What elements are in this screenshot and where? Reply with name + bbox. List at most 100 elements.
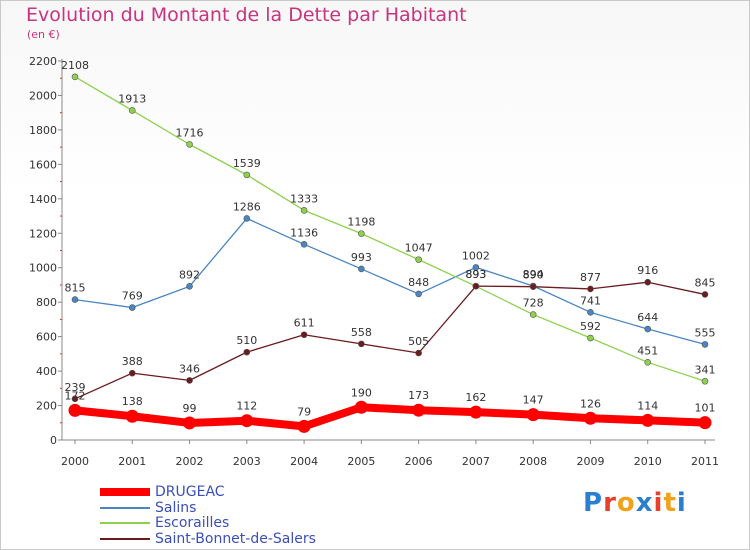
data-point <box>641 413 655 427</box>
legend-swatch <box>100 506 150 509</box>
x-tick-label: 2005 <box>347 455 375 468</box>
data-label: 346 <box>179 362 200 375</box>
y-tick-label: 1600 <box>29 158 57 171</box>
y-tick-label: 800 <box>36 296 57 309</box>
data-point <box>71 73 79 81</box>
x-tick-label: 2007 <box>462 455 490 468</box>
data-label: 993 <box>351 251 372 264</box>
chart-subtitle: (en €) <box>27 28 60 41</box>
data-label: 1286 <box>233 200 261 213</box>
data-label: 728 <box>523 297 544 310</box>
y-tick-label: 1000 <box>29 262 57 275</box>
series-line-drugeac <box>71 403 709 431</box>
logo-letter: i <box>676 488 687 518</box>
data-point <box>358 230 365 237</box>
data-point <box>529 311 537 318</box>
data-point <box>71 296 79 303</box>
data-label: 815 <box>65 282 86 295</box>
data-point <box>128 107 136 114</box>
data-label: 1539 <box>233 157 261 170</box>
data-label: 916 <box>637 264 658 277</box>
data-point <box>186 141 193 148</box>
data-label: 114 <box>637 399 658 412</box>
data-label: 79 <box>297 405 311 418</box>
data-label: 112 <box>236 400 257 413</box>
data-point <box>300 240 308 248</box>
data-label: 451 <box>637 344 658 357</box>
data-label: 341 <box>695 363 716 376</box>
data-point <box>354 400 368 414</box>
data-point <box>701 291 709 298</box>
data-point <box>469 405 483 419</box>
x-tick-label: 2000 <box>61 455 89 468</box>
data-label: 505 <box>408 335 429 348</box>
data-label: 741 <box>580 294 601 307</box>
x-tick-label: 2003 <box>233 455 261 468</box>
data-point <box>472 282 480 290</box>
data-label: 1198 <box>347 216 375 229</box>
data-point <box>243 215 251 222</box>
data-label: 893 <box>465 268 486 281</box>
data-point <box>472 264 480 271</box>
legend-swatch <box>100 488 150 496</box>
data-label: 1136 <box>290 226 318 239</box>
data-label: 769 <box>122 290 143 303</box>
y-tick-label: 1200 <box>29 227 57 240</box>
data-point <box>587 285 594 293</box>
logo-letter: r <box>603 488 617 518</box>
x-tick-label: 2009 <box>576 455 604 468</box>
data-point <box>358 265 365 273</box>
data-label: 99 <box>183 402 197 415</box>
data-point <box>128 369 136 377</box>
data-point <box>701 341 709 348</box>
x-tick-label: 2004 <box>290 455 318 468</box>
series-line-escorailles <box>74 76 706 382</box>
x-tick-label: 2008 <box>519 455 547 468</box>
series-line-salins <box>74 217 706 346</box>
proxiti-logo: Proxiti <box>583 488 687 518</box>
data-label: 190 <box>351 386 372 399</box>
data-point <box>183 416 197 430</box>
y-tick-label: 1400 <box>29 193 57 206</box>
data-point <box>243 171 251 179</box>
logo-letter: o <box>616 488 636 518</box>
data-label: 892 <box>179 268 200 281</box>
x-tick-label: 2010 <box>634 455 662 468</box>
legend-label: Salins <box>155 499 197 516</box>
data-point <box>125 409 139 423</box>
data-label: 510 <box>236 334 257 347</box>
data-label: 172 <box>65 389 86 402</box>
line-chart: 0 200 400 600 800 1000 1200 1400 1600 1800 2000 220… <box>29 55 719 468</box>
data-label: 893 <box>465 268 486 281</box>
legend-label: Saint-Bonnet-de-Salers <box>155 530 316 547</box>
data-label: 101 <box>695 402 716 415</box>
data-label: 592 <box>580 320 601 333</box>
data-label: 555 <box>695 326 716 339</box>
data-label: 1333 <box>290 192 318 205</box>
data-point <box>583 411 597 425</box>
x-tick-label: 2006 <box>405 455 433 468</box>
data-point <box>644 325 652 333</box>
chart-title: Evolution du Montant de la Dette par Hab… <box>26 4 467 26</box>
data-label: 877 <box>580 271 601 284</box>
data-label: 1002 <box>462 249 490 262</box>
data-label: 1913 <box>118 92 146 105</box>
data-point <box>297 419 311 433</box>
data-label: 138 <box>122 395 143 408</box>
logo-letter: P <box>583 488 604 518</box>
logo-letter: t <box>663 488 677 518</box>
logo-letter: x <box>635 488 654 518</box>
data-point <box>644 359 652 366</box>
data-label: 890 <box>523 269 544 282</box>
data-point <box>300 331 308 339</box>
legend-swatch <box>100 537 150 540</box>
data-label: 173 <box>408 389 429 402</box>
y-tick-label: 400 <box>36 365 57 378</box>
data-point <box>698 416 712 430</box>
data-label: 644 <box>637 311 658 324</box>
data-point <box>529 283 537 290</box>
data-label: 162 <box>465 391 486 404</box>
data-point <box>587 309 594 316</box>
data-label: 894 <box>523 268 544 281</box>
data-point <box>71 395 79 403</box>
